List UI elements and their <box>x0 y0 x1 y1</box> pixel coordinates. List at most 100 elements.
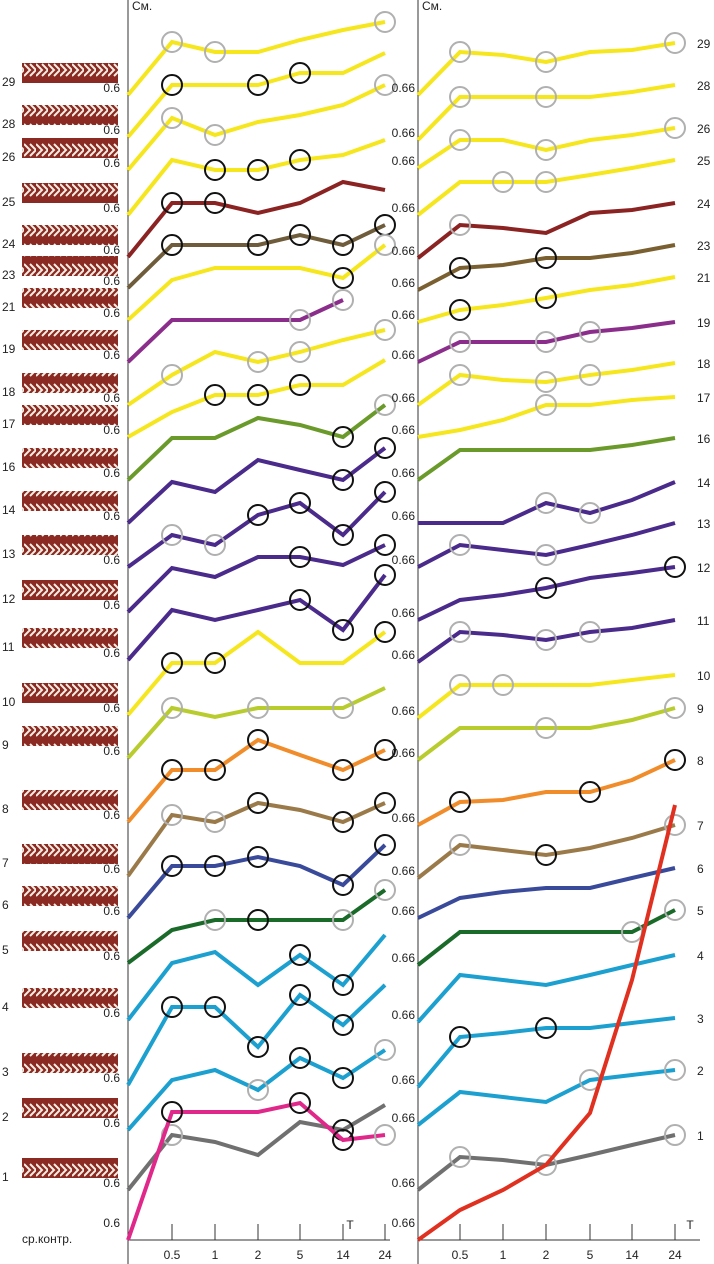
point-marker <box>247 234 269 256</box>
point-marker <box>289 492 311 514</box>
sample-thumbnail <box>22 491 118 511</box>
sample-thumbnail <box>22 138 118 158</box>
series-label: 3 <box>2 1065 9 1079</box>
point-marker <box>449 621 471 643</box>
series-label: 21 <box>2 300 16 314</box>
base-label: 0.66 <box>392 126 416 140</box>
point-marker <box>535 287 557 309</box>
x-tick-label: 1 <box>212 1248 219 1262</box>
point-marker <box>247 1079 269 1101</box>
series-line <box>416 83 676 142</box>
series-line <box>126 888 387 965</box>
x-tick-label: 5 <box>587 1248 594 1262</box>
series-label: 5 <box>2 943 9 957</box>
base-label: 0.6 <box>103 862 120 876</box>
point-marker <box>374 564 396 586</box>
sample-thumbnail <box>22 628 118 648</box>
point-marker <box>332 811 354 833</box>
sample-thumbnail <box>22 683 118 703</box>
sample-thumbnail <box>22 256 118 276</box>
series-label: 13 <box>697 517 711 531</box>
point-marker <box>332 697 354 719</box>
sample-thumbnail <box>22 373 118 393</box>
series-line <box>416 953 676 1024</box>
series-line <box>417 275 676 324</box>
point-marker <box>247 909 269 931</box>
base-label: 0.66 <box>392 606 416 620</box>
point-marker <box>374 739 396 761</box>
base-label: 0.66 <box>392 553 416 567</box>
series-line <box>126 490 387 569</box>
base-label: 0.66 <box>392 704 416 718</box>
point-marker <box>374 834 396 856</box>
x-tick-label: 0.5 <box>452 1248 469 1262</box>
point-marker <box>535 139 557 161</box>
series-label: 24 <box>2 237 16 251</box>
x-tick-label: 1 <box>500 1248 507 1262</box>
point-marker <box>449 1026 471 1048</box>
x-tick-label: 5 <box>297 1248 304 1262</box>
point-marker <box>664 556 686 578</box>
point-marker <box>449 834 471 856</box>
point-marker <box>492 674 514 696</box>
point-marker <box>161 652 183 674</box>
base-label: 0.6 <box>103 1116 120 1130</box>
series-label: 18 <box>2 385 16 399</box>
point-marker <box>332 1067 354 1089</box>
series-line <box>126 800 386 878</box>
point-marker <box>664 899 686 921</box>
series-label: 24 <box>697 197 711 211</box>
point-marker <box>161 855 183 877</box>
point-marker <box>332 874 354 896</box>
sample-thumbnail <box>22 535 118 555</box>
point-marker <box>449 129 471 151</box>
point-marker <box>289 1092 311 1114</box>
point-marker <box>247 504 269 526</box>
point-marker <box>449 1146 471 1168</box>
sample-thumbnail <box>22 844 118 864</box>
series-line <box>127 358 387 439</box>
point-marker <box>579 621 601 643</box>
series-label: 9 <box>697 702 704 716</box>
point-marker <box>161 192 183 214</box>
series-line <box>126 446 387 525</box>
series-line <box>416 706 676 762</box>
point-marker <box>204 384 226 406</box>
series-label: 17 <box>697 391 711 405</box>
base-label: 0.6 <box>103 744 120 758</box>
sample-thumbnail <box>22 1053 118 1073</box>
point-marker <box>247 74 269 96</box>
series-line <box>126 737 386 824</box>
point-marker <box>664 32 686 54</box>
series-line <box>126 223 386 290</box>
series-line <box>126 83 386 172</box>
x-tick-label: 24 <box>668 1248 682 1262</box>
series-label: 29 <box>2 75 16 89</box>
series-line <box>417 320 676 364</box>
point-marker <box>332 1129 354 1151</box>
point-marker <box>449 299 471 321</box>
point-marker <box>449 214 471 236</box>
series-label: 9 <box>2 738 9 752</box>
point-marker <box>535 717 557 739</box>
point-marker <box>374 1039 396 1061</box>
series-label: 1 <box>2 1170 9 1184</box>
base-label: 0.66 <box>392 466 416 480</box>
series-line <box>126 328 386 407</box>
base-label: 0.66 <box>392 201 416 215</box>
series-label: 5 <box>697 904 704 918</box>
point-marker <box>247 1036 269 1058</box>
base-label: 0.66 <box>392 154 416 168</box>
point-marker <box>289 62 311 84</box>
point-marker <box>374 792 396 814</box>
series-label: 16 <box>2 460 16 474</box>
base-label: 0.66 <box>392 1073 416 1087</box>
series-line <box>417 395 676 439</box>
base-label: 0.6 <box>103 701 120 715</box>
point-marker <box>161 31 183 53</box>
base-label: 0.66 <box>392 648 416 662</box>
series-label: 19 <box>697 316 711 330</box>
point-marker <box>332 1014 354 1036</box>
point-marker <box>204 996 226 1018</box>
